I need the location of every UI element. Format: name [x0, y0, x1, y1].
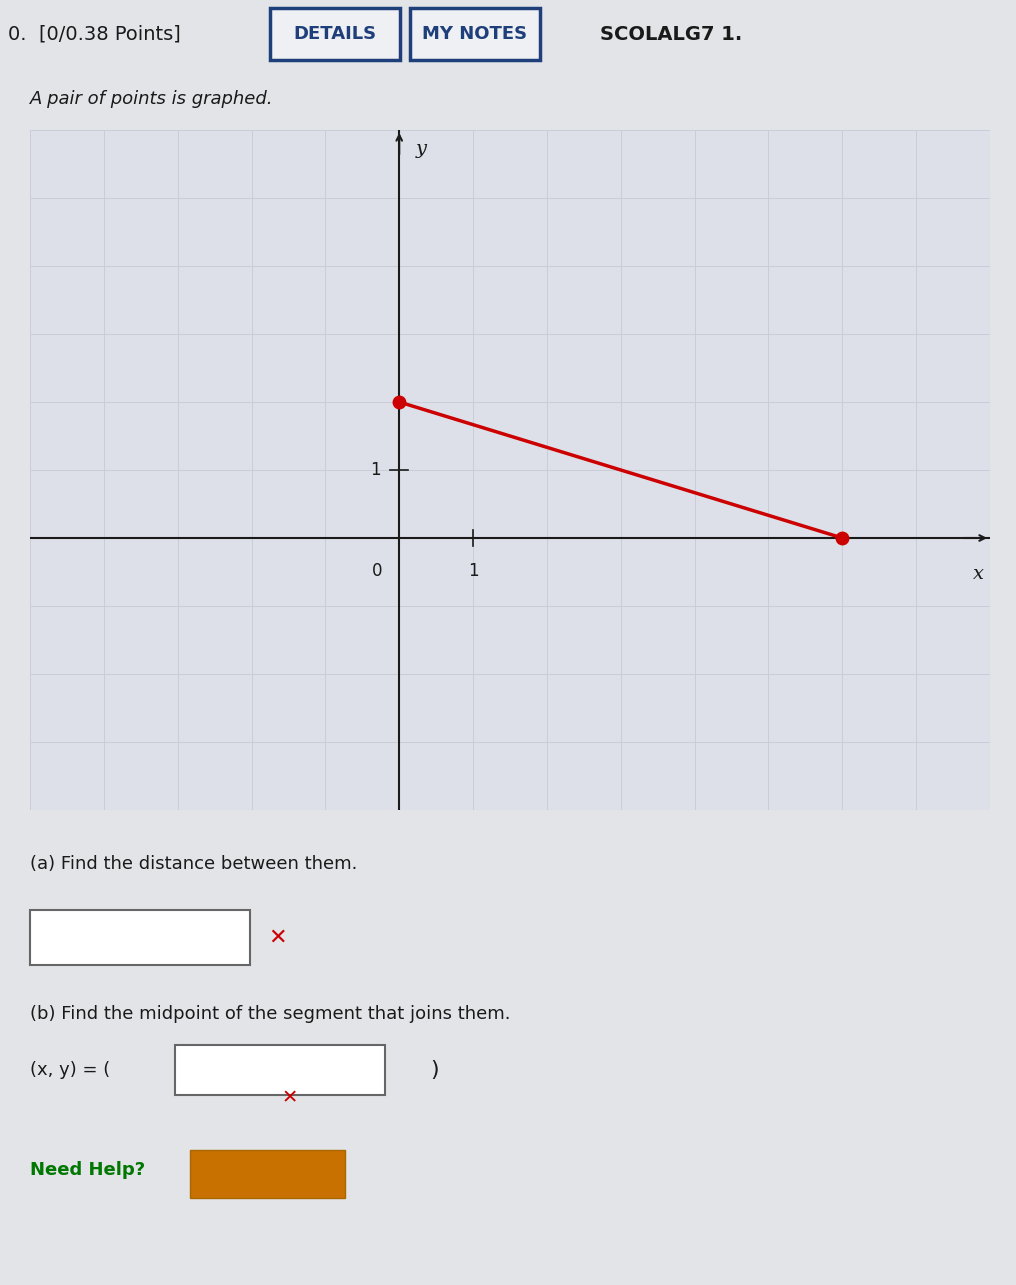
Text: MY NOTES: MY NOTES	[423, 24, 527, 42]
Text: 0.  [0/0.38 Points]: 0. [0/0.38 Points]	[8, 24, 181, 44]
Text: (b) Find the midpoint of the segment that joins them.: (b) Find the midpoint of the segment tha…	[30, 1005, 510, 1023]
Text: A pair of points is graphed.: A pair of points is graphed.	[30, 90, 273, 108]
Bar	[410, 8, 539, 60]
Text: 1: 1	[467, 562, 479, 580]
Text: ✕: ✕	[268, 928, 287, 947]
Text: ): )	[430, 1060, 439, 1079]
Text: SCOLALG7 1.: SCOLALG7 1.	[600, 24, 743, 44]
Text: 0: 0	[372, 562, 382, 580]
Bar	[190, 1150, 345, 1198]
Bar	[270, 8, 400, 60]
Text: DETAILS: DETAILS	[294, 24, 377, 42]
Text: (x, y) = (: (x, y) = (	[30, 1061, 111, 1079]
Text: (a) Find the distance between them.: (a) Find the distance between them.	[30, 855, 358, 873]
Text: ✕: ✕	[281, 1088, 298, 1106]
Bar	[175, 1045, 385, 1095]
Text: Need Help?: Need Help?	[30, 1162, 145, 1180]
Text: y: y	[416, 140, 427, 158]
Text: 1: 1	[370, 461, 381, 479]
Bar	[30, 910, 250, 965]
Text: x: x	[973, 565, 985, 583]
